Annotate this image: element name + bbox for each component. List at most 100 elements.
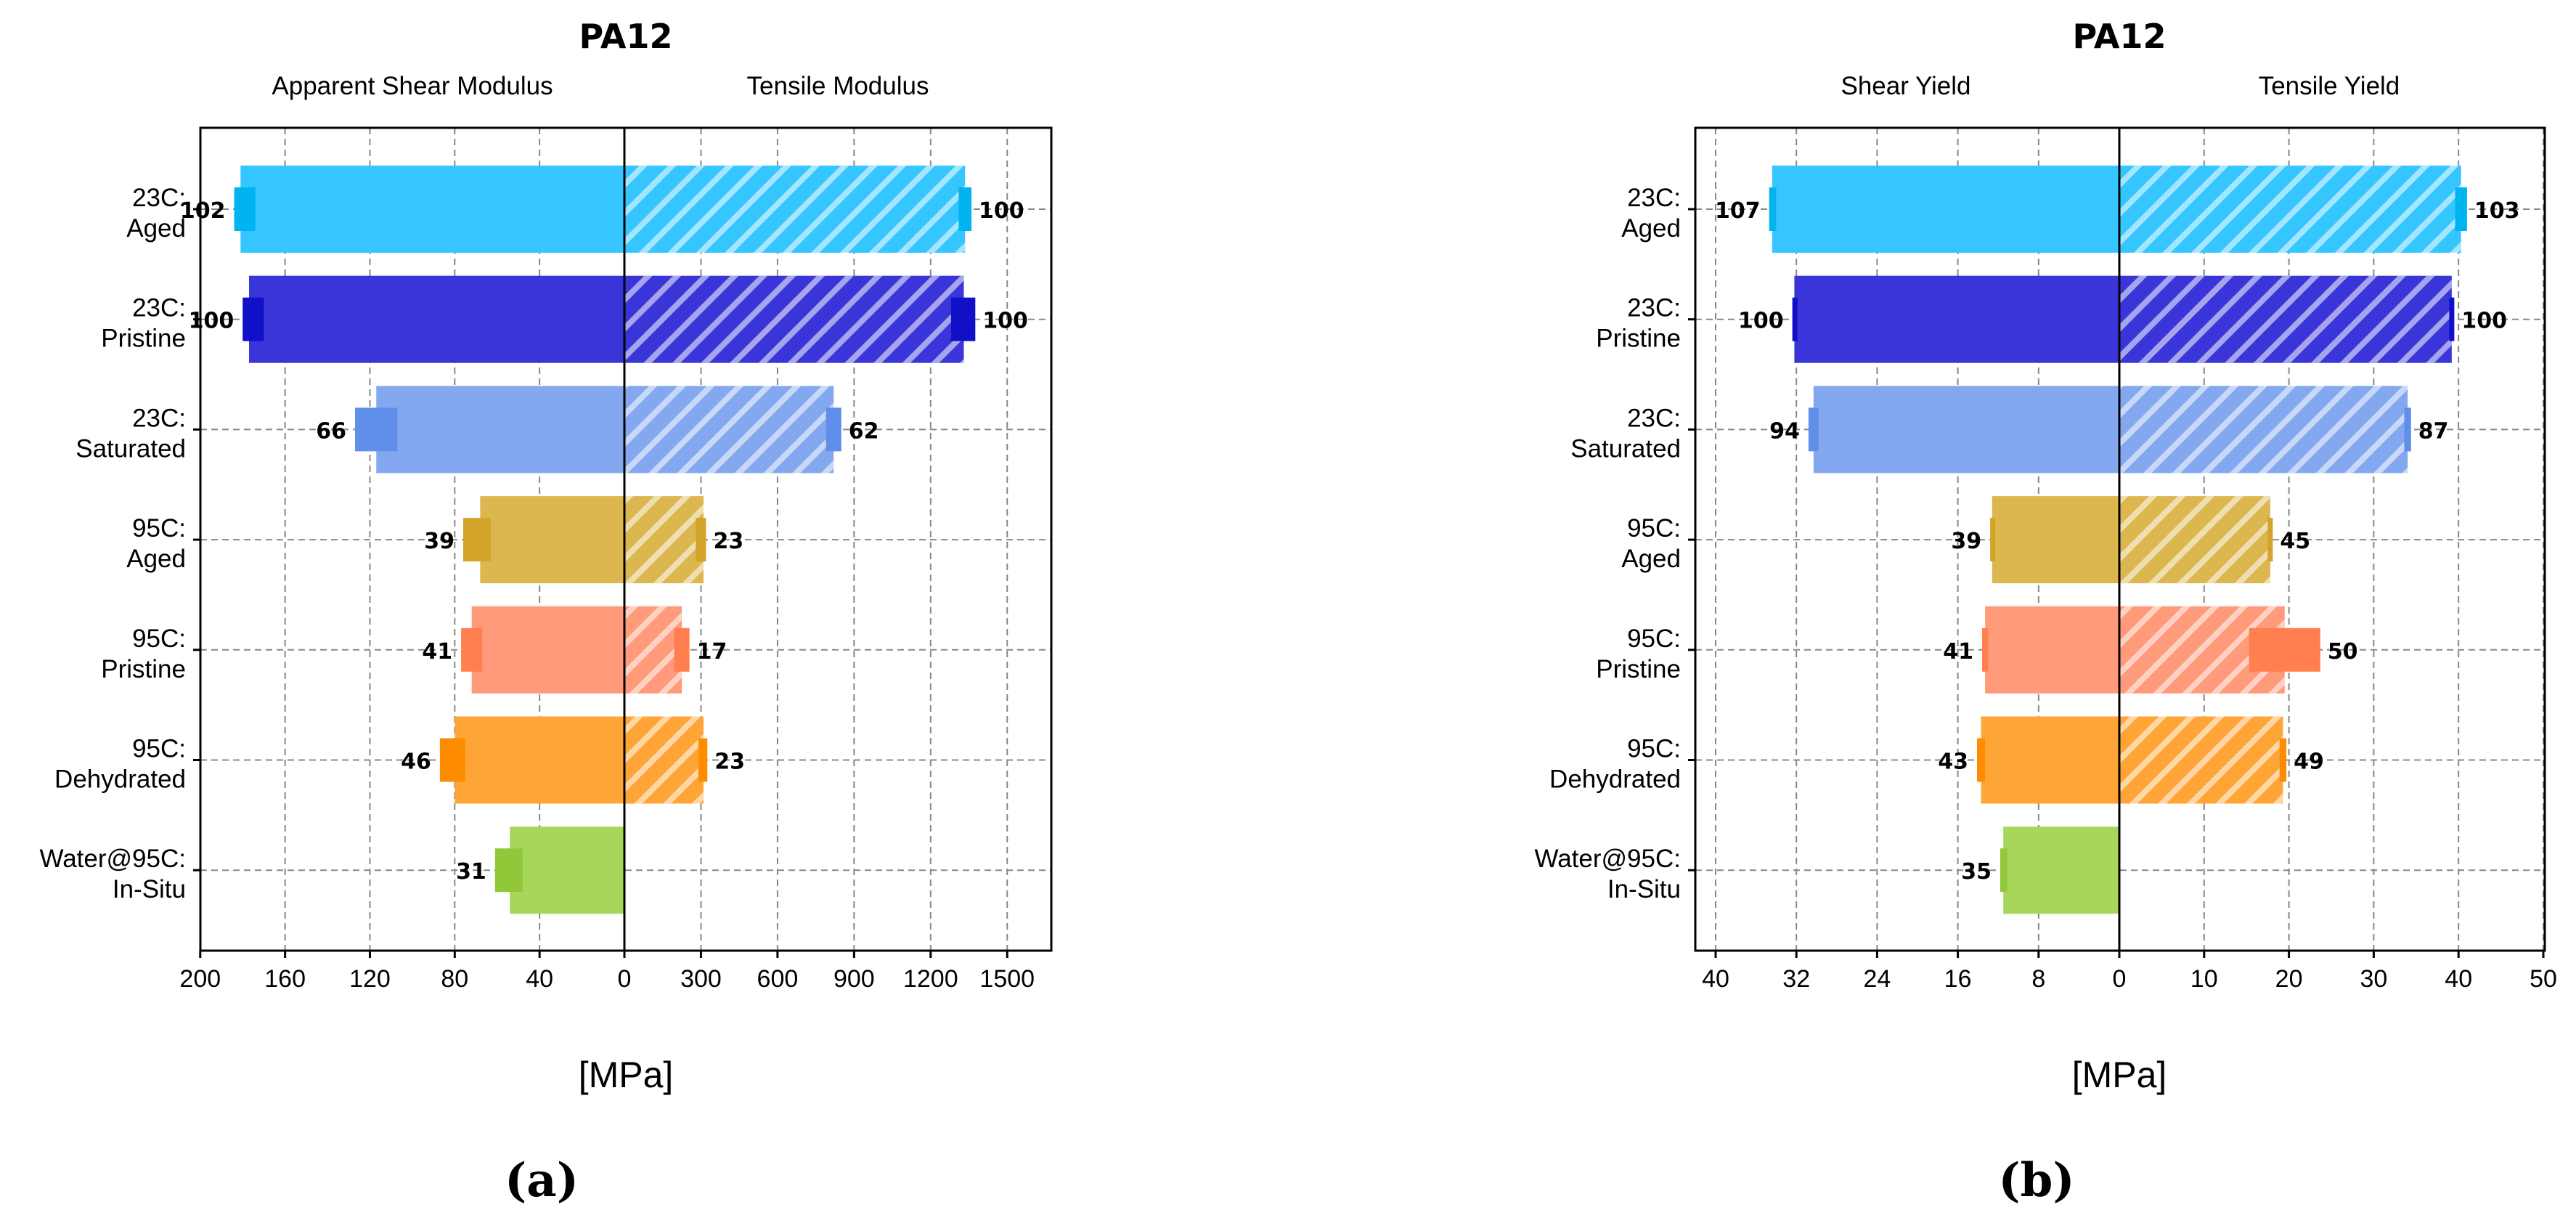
category-label-line1: 95C: (1627, 514, 1681, 543)
bar-hatch (2119, 166, 2461, 253)
category-label-line2: Pristine (1596, 325, 1681, 353)
value-label-left: 66 (316, 418, 346, 444)
x-tick-label: 600 (757, 965, 799, 993)
value-label-left: 39 (1951, 529, 1981, 554)
error-bar-left (1792, 297, 1798, 341)
category-label-line2: Aged (1621, 545, 1681, 573)
bar-hatch (624, 716, 704, 804)
bar-hatch (624, 606, 682, 694)
x-tick-label: 32 (1782, 965, 1810, 993)
value-label-right: 45 (2280, 529, 2310, 554)
x-tick-label: 160 (264, 965, 306, 993)
value-label-left: 102 (180, 198, 226, 224)
error-bar-right (2249, 627, 2320, 672)
error-bar-left (1808, 407, 1819, 452)
bar-left (510, 826, 624, 914)
category-label-line2: Pristine (101, 325, 186, 353)
bar-left (1985, 606, 2119, 694)
error-bar-left (242, 297, 264, 341)
bar-left (455, 716, 624, 804)
category-label-line1: 23C: (132, 404, 186, 432)
category-label-line1: 95C: (132, 514, 186, 543)
category-label-line2: In-Situ (113, 875, 186, 903)
error-bar-right (2449, 297, 2455, 341)
category-label-line2: In-Situ (1607, 875, 1681, 903)
chart-title: PA12 (579, 17, 672, 56)
value-label-left: 46 (401, 749, 431, 775)
category-label-line2: Pristine (1596, 655, 1681, 683)
error-bar-right (2455, 187, 2467, 231)
left-series-label: Apparent Shear Modulus (272, 72, 553, 100)
value-label-right: 17 (697, 639, 727, 665)
bar-hatch (2119, 496, 2270, 584)
value-label-left: 107 (1715, 198, 1761, 224)
error-bar-right (2279, 738, 2287, 782)
category-label-line1: 23C: (1627, 184, 1681, 212)
category-label-line2: Pristine (101, 655, 186, 683)
bar-left (1981, 716, 2119, 804)
panel-a-chart: 200 160 120 80 40 0 300 600 900 1200 1500 23C:Aged… (39, 17, 1053, 1208)
bar-left (1992, 496, 2119, 584)
category-label-line1: 23C: (132, 294, 186, 322)
error-bar-left (494, 848, 523, 893)
category-label-line1: 23C: (1627, 404, 1681, 432)
category-label-line1: 95C: (1627, 625, 1681, 653)
bar-left (480, 496, 624, 584)
category-label-line2: Aged (126, 545, 186, 573)
left-series-label: Shear Yield (1841, 72, 1970, 100)
category-label-line2: Dehydrated (54, 765, 186, 794)
error-bar-right (826, 407, 841, 452)
x-tick-label: 300 (680, 965, 722, 993)
x-tick-label: 8 (2031, 965, 2045, 993)
category-label-line1: Water@95C: (39, 845, 186, 873)
error-bar-left (2000, 848, 2008, 893)
bar-hatch (2119, 275, 2452, 363)
value-label-left: 100 (1738, 309, 1784, 334)
right-series-label: Tensile Yield (2259, 72, 2400, 100)
bar-hatch (2119, 386, 2408, 474)
error-bar-right (698, 738, 708, 782)
value-label-left: 35 (1961, 859, 1992, 885)
bar-hatch (624, 275, 964, 363)
value-label-right: 100 (979, 198, 1024, 224)
value-label-right: 100 (982, 309, 1028, 334)
x-tick-label: 1500 (979, 965, 1035, 993)
value-label-right: 87 (2418, 418, 2449, 444)
bar-left (1813, 386, 2119, 474)
error-bar-right (2267, 518, 2273, 562)
value-label-left: 43 (1938, 749, 1968, 775)
x-tick-label: 40 (2445, 965, 2472, 993)
x-tick-label: 50 (2530, 965, 2557, 993)
bar-left (376, 386, 624, 474)
category-label-line2: Saturated (76, 434, 186, 463)
x-tick-label: 20 (2275, 965, 2303, 993)
bar-hatch (624, 386, 834, 474)
category-label-line1: 95C: (132, 625, 186, 653)
x-tick-label: 80 (441, 965, 468, 993)
x-tick-label: 16 (1944, 965, 1972, 993)
value-label-right: 23 (714, 749, 745, 775)
x-tick-label: 0 (618, 965, 632, 993)
bar-left (248, 275, 624, 363)
x-tick-label: 200 (179, 965, 221, 993)
error-bar-right (950, 297, 976, 341)
panel-b-chart: 40 32 24 16 8 0 10 20 30 40 50 23C:Aged23C:Pristin… (1534, 17, 2556, 1208)
error-bar-left (355, 407, 398, 452)
value-label-left: 100 (189, 309, 235, 334)
error-bar-right (2404, 407, 2411, 452)
value-label-right: 100 (2461, 309, 2507, 334)
error-bar-left (461, 627, 483, 672)
value-label-left: 31 (456, 859, 486, 885)
x-tick-label: 0 (2113, 965, 2127, 993)
category-label-line2: Aged (126, 214, 186, 243)
category-label-line1: 23C: (132, 184, 186, 212)
category-label-line1: 95C: (132, 735, 186, 763)
value-label-right: 50 (2328, 639, 2358, 665)
category-label-line1: 23C: (1627, 294, 1681, 322)
x-tick-label: 900 (833, 965, 875, 993)
value-label-right: 103 (2474, 198, 2520, 224)
error-bar-left (234, 187, 256, 231)
bar-hatch (2119, 716, 2283, 804)
error-bar-left (1990, 518, 1996, 562)
